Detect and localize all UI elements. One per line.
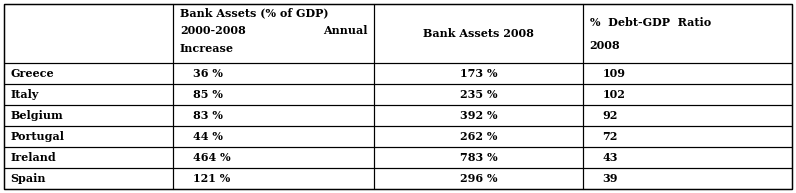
Text: Spain: Spain	[10, 173, 46, 184]
Text: Increase: Increase	[180, 43, 234, 54]
Text: 262 %: 262 %	[460, 131, 498, 142]
Text: 39: 39	[603, 173, 618, 184]
Bar	[174, 4, 374, 63]
Text: 83 %: 83 %	[193, 110, 222, 121]
Text: 85 %: 85 %	[193, 89, 222, 100]
Text: Annual: Annual	[323, 25, 368, 36]
Text: 92: 92	[603, 110, 618, 121]
Text: 296 %: 296 %	[460, 173, 498, 184]
Text: Ireland: Ireland	[10, 152, 56, 163]
Bar	[374, 4, 583, 63]
Text: 43: 43	[603, 152, 618, 163]
Bar	[4, 4, 174, 63]
Bar	[174, 168, 374, 189]
Bar	[374, 105, 583, 126]
Text: %  Debt-GDP  Ratio: % Debt-GDP Ratio	[590, 17, 711, 28]
Bar	[4, 84, 174, 105]
Bar	[374, 126, 583, 147]
Text: 121 %: 121 %	[193, 173, 230, 184]
Bar	[174, 105, 374, 126]
Bar	[374, 147, 583, 168]
Text: 102: 102	[603, 89, 625, 100]
Text: 44 %: 44 %	[193, 131, 222, 142]
Bar	[583, 63, 792, 84]
Bar	[374, 84, 583, 105]
Bar	[174, 147, 374, 168]
Text: 2008: 2008	[590, 40, 620, 51]
Bar	[4, 126, 174, 147]
Bar	[583, 4, 792, 63]
Text: 464 %: 464 %	[193, 152, 230, 163]
Bar	[583, 147, 792, 168]
Text: 36 %: 36 %	[193, 68, 222, 79]
Text: Italy: Italy	[10, 89, 39, 100]
Bar	[583, 126, 792, 147]
Bar	[4, 168, 174, 189]
Bar	[583, 84, 792, 105]
Text: Bank Assets (% of GDP): Bank Assets (% of GDP)	[180, 7, 328, 18]
Bar	[4, 105, 174, 126]
Bar	[174, 84, 374, 105]
Bar	[4, 63, 174, 84]
Text: Bank Assets 2008: Bank Assets 2008	[423, 28, 534, 39]
Bar	[4, 147, 174, 168]
Text: Belgium: Belgium	[10, 110, 63, 121]
Text: 783 %: 783 %	[460, 152, 498, 163]
Text: 2000-2008: 2000-2008	[180, 25, 245, 36]
Text: Portugal: Portugal	[10, 131, 64, 142]
Text: 173 %: 173 %	[460, 68, 498, 79]
Text: Greece: Greece	[10, 68, 54, 79]
Bar	[583, 168, 792, 189]
Bar	[174, 63, 374, 84]
Text: 235 %: 235 %	[460, 89, 498, 100]
Text: 72: 72	[603, 131, 618, 142]
Bar	[583, 105, 792, 126]
Text: 109: 109	[603, 68, 626, 79]
Bar	[374, 63, 583, 84]
Bar	[374, 168, 583, 189]
Bar	[174, 126, 374, 147]
Text: 392 %: 392 %	[460, 110, 498, 121]
